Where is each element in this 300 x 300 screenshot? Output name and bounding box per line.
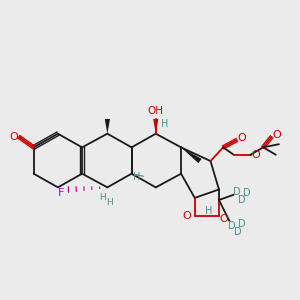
Text: H: H [205, 206, 212, 215]
Text: O: O [9, 132, 18, 142]
Polygon shape [181, 147, 202, 163]
Text: O: O [251, 150, 260, 160]
Text: D: D [238, 195, 246, 205]
Text: H: H [106, 198, 113, 207]
Text: D: D [233, 187, 241, 196]
Text: H: H [133, 172, 140, 182]
Text: D: D [234, 226, 242, 237]
Text: H: H [160, 119, 168, 129]
Text: O: O [272, 130, 281, 140]
Polygon shape [153, 119, 158, 134]
Text: D: D [238, 219, 246, 229]
Text: H: H [99, 194, 106, 202]
Text: D: D [228, 221, 236, 231]
Text: F: F [58, 188, 64, 198]
Text: O: O [220, 214, 229, 224]
Text: O: O [182, 211, 191, 221]
Text: O: O [238, 133, 247, 143]
Text: OH: OH [148, 106, 164, 116]
Text: D: D [242, 188, 250, 198]
Polygon shape [105, 119, 110, 134]
